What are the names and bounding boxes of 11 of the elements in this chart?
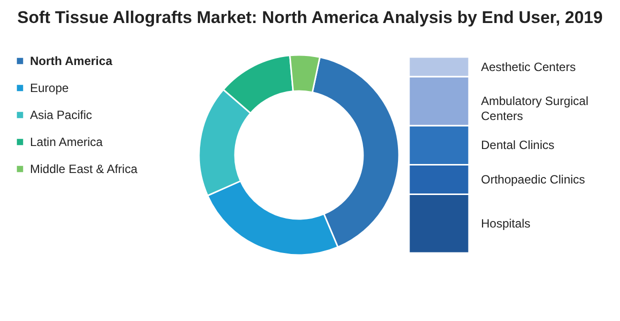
chart-title: Soft Tissue Allografts Market: North America Analysis by End User, 2019: [16, 8, 604, 28]
series-label: Dental Clinics: [481, 138, 554, 152]
legend-label: North America: [30, 54, 113, 68]
legend-label: Latin America: [30, 135, 104, 149]
series-label: Orthopaedic Clinics: [481, 172, 586, 186]
series-label: Aesthetic Centers: [481, 60, 576, 74]
series-label: Hospitals: [481, 216, 530, 231]
legend-label: Middle East & Africa: [30, 162, 138, 176]
series-label: Ambulatory Surgical Centers: [481, 94, 588, 124]
legend-label: Europe: [30, 81, 70, 95]
legend-label: Asia Pacific: [30, 108, 92, 122]
